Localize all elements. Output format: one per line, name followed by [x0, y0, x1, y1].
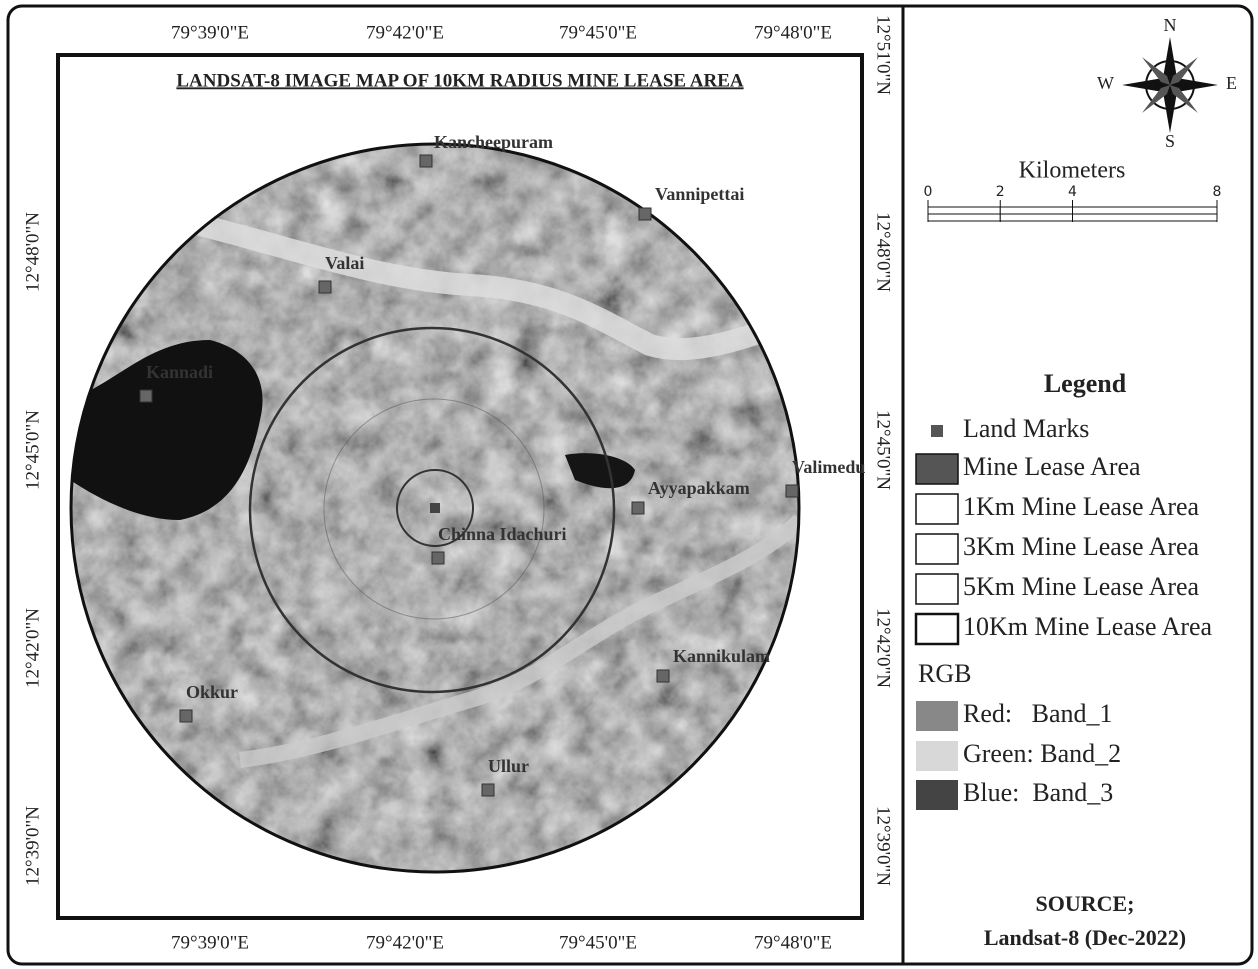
rgb-label: Green: Band_2	[963, 739, 1121, 768]
scale-segment	[1072, 206, 1218, 215]
outer-frame	[6, 4, 1254, 966]
buffer-5km	[248, 326, 616, 694]
scale-tick-label: 4	[1068, 184, 1077, 200]
north-arrow: N E S W	[1097, 15, 1237, 151]
longitude-label: 79°48'0"E	[754, 22, 832, 43]
legend-label: 10Km Mine Lease Area	[963, 612, 1213, 641]
latitude-label: 12°45'0"N	[22, 410, 43, 490]
lake	[565, 453, 635, 489]
landmark-label: Chinna Idachuri	[438, 524, 567, 544]
river	[197, 214, 799, 360]
latitude-label: 12°51'0"N	[873, 15, 894, 95]
landmark-marker	[139, 389, 153, 403]
latitude-label: 12°39'0"N	[22, 806, 43, 886]
legend-symbol	[915, 453, 959, 485]
legend-label: 3Km Mine Lease Area	[963, 532, 1200, 561]
longitude-label: 79°42'0"E	[366, 22, 444, 43]
buffer-1km	[396, 469, 474, 547]
source-title: SOURCE;	[1035, 891, 1134, 916]
scale-tick-label: 2	[996, 184, 1005, 200]
latitude-label: 12°42'0"N	[22, 608, 43, 688]
landmark-label: Kancheepuram	[434, 132, 553, 152]
latitude-label: 12°39'0"N	[873, 806, 894, 886]
legend-symbol	[931, 425, 943, 437]
scale-segment	[927, 213, 1001, 222]
scale-segment	[1072, 213, 1218, 222]
buffer-3km	[323, 398, 545, 620]
legend-label: 1Km Mine Lease Area	[963, 492, 1200, 521]
scale-tick-label: 0	[924, 184, 933, 200]
legend-label: Land Marks	[963, 414, 1089, 443]
landmark-marker	[318, 280, 332, 294]
legend-label: Mine Lease Area	[963, 452, 1141, 481]
longitude-label: 79°45'0"E	[559, 22, 637, 43]
landmark-label: Vannipettai	[655, 184, 744, 204]
scale-segment	[927, 206, 1001, 215]
rgb-swatch	[916, 701, 958, 731]
landmark-marker	[431, 551, 445, 565]
landmark-label: Kannadi	[146, 362, 213, 382]
longitude-label: 79°48'0"E	[754, 932, 832, 953]
rgb-swatch	[916, 780, 958, 810]
compass-s: S	[1165, 131, 1175, 151]
latitude-label: 12°48'0"N	[873, 212, 894, 292]
landmark-label: Ayyapakkam	[648, 478, 750, 498]
scale-segment	[999, 213, 1073, 222]
legend-title: Legend	[1044, 369, 1127, 398]
landmark-label: Ullur	[488, 756, 529, 776]
compass-w: W	[1097, 73, 1114, 93]
map-title: LANDSAT-8 IMAGE MAP OF 10KM RADIUS MINE …	[176, 70, 744, 91]
landmark-label: Kannikulam	[673, 646, 770, 666]
scale-segment	[999, 206, 1073, 215]
rgb-label: Blue: Band_3	[963, 778, 1113, 807]
landmark-marker	[785, 484, 799, 498]
landmark-marker	[656, 669, 670, 683]
legend-symbol	[915, 573, 959, 605]
buffer-10km	[69, 142, 801, 874]
latitude-label: 12°45'0"N	[873, 410, 894, 490]
legend-label: 5Km Mine Lease Area	[963, 572, 1200, 601]
longitude-label: 79°45'0"E	[559, 932, 637, 953]
rgb-title: RGB	[918, 659, 971, 688]
landmark-label: Valimedu	[792, 457, 865, 477]
longitude-label: 79°39'0"E	[171, 22, 249, 43]
rgb-label: Red: Band_1	[963, 699, 1113, 728]
rgb-swatch	[916, 741, 958, 771]
legend-symbol	[915, 533, 959, 565]
lake	[71, 340, 263, 520]
compass-e: E	[1226, 73, 1237, 93]
latitude-label: 12°48'0"N	[22, 212, 43, 292]
landmark-marker	[179, 709, 193, 723]
legend-symbol	[915, 493, 959, 525]
landmark-marker	[419, 154, 433, 168]
longitude-label: 79°42'0"E	[366, 932, 444, 953]
source-text: Landsat-8 (Dec-2022)	[984, 925, 1186, 950]
scale-tick-label: 8	[1213, 184, 1222, 200]
landmark-label: Okkur	[186, 682, 238, 702]
landmark-marker	[481, 783, 495, 797]
latitude-label: 12°42'0"N	[873, 608, 894, 688]
longitude-label: 79°39'0"E	[171, 932, 249, 953]
legend-symbol	[914, 612, 960, 646]
landmark-label: Valai	[325, 253, 364, 273]
mine-lease-area	[430, 503, 440, 513]
scale-title: Kilometers	[1019, 158, 1126, 184]
landmark-marker	[631, 501, 645, 515]
landmark-marker	[638, 207, 652, 221]
river	[239, 514, 799, 768]
compass-n: N	[1164, 15, 1177, 35]
